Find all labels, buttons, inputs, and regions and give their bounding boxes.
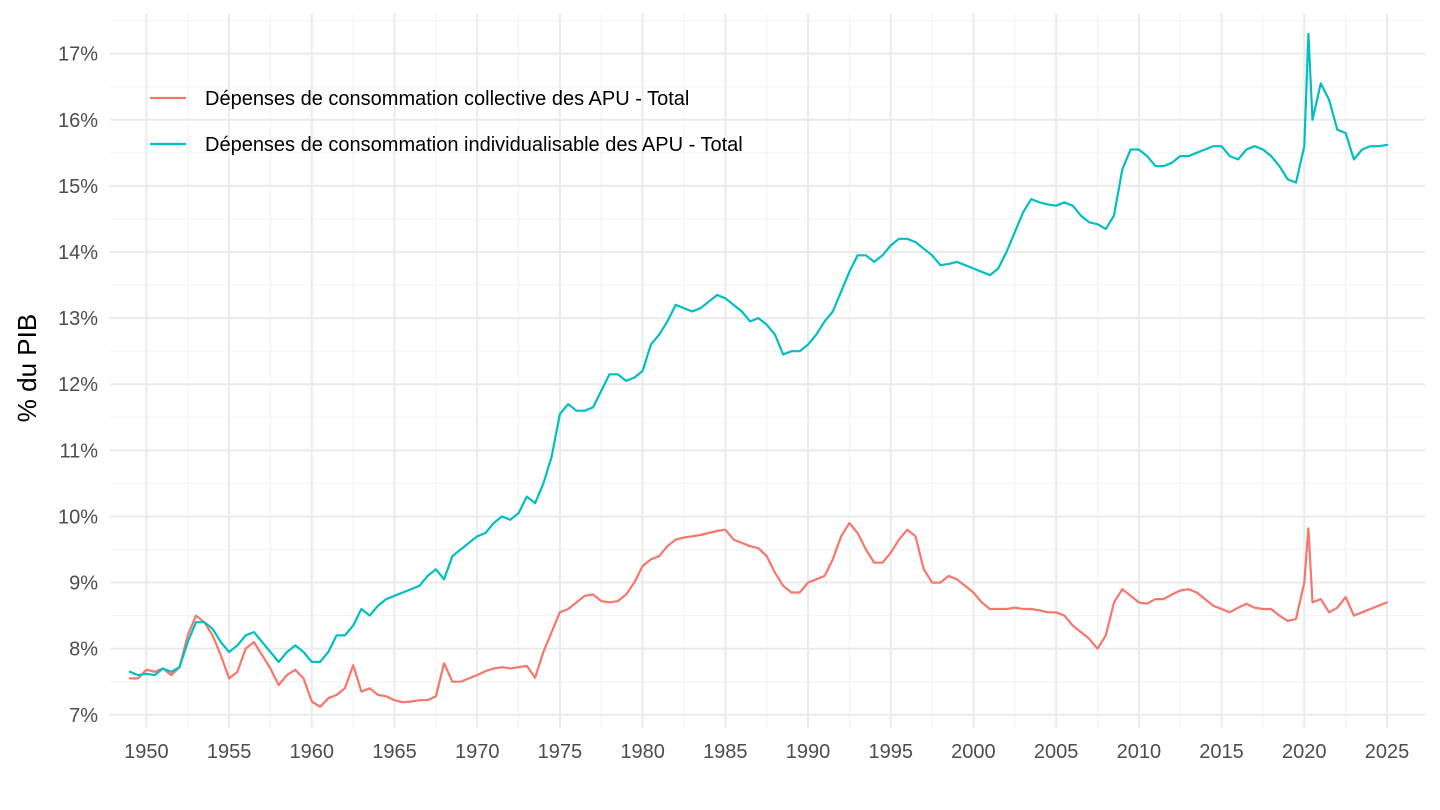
x-tick-label: 1970 <box>455 741 500 763</box>
x-tick-label: 1950 <box>124 741 169 763</box>
x-tick-label: 2000 <box>951 741 996 763</box>
y-tick-label: 15% <box>58 176 98 198</box>
y-tick-label: 7% <box>69 705 98 727</box>
series-line-1 <box>128 32 1389 677</box>
legend: Dépenses de consommation collective des … <box>150 88 743 156</box>
x-tick-label: 1975 <box>538 741 583 763</box>
x-tick-label: 2025 <box>1365 741 1410 763</box>
x-tick-label: 2015 <box>1199 741 1244 763</box>
x-tick-label: 1960 <box>290 741 335 763</box>
major-gridlines <box>110 14 1425 728</box>
y-axis-title: % du PIB <box>12 314 42 422</box>
y-tick-label: 13% <box>58 308 98 330</box>
series-layer <box>128 32 1389 708</box>
legend-item-collective: Dépenses de consommation collective des … <box>150 88 689 110</box>
x-tick-label: 1995 <box>868 741 913 763</box>
x-axis-tick-labels: 1950 1955 1960 1965 1970 1975 1980 1985 1990 1995… <box>124 741 1409 763</box>
x-tick-label: 2020 <box>1282 741 1327 763</box>
y-tick-label: 9% <box>69 573 98 595</box>
y-axis-tick-labels: 7% 8% 9% 10% 11% 12% 13% 14% 15% 16% 17% <box>58 44 98 727</box>
series-line-0 <box>128 521 1389 708</box>
y-tick-label: 11% <box>59 440 98 462</box>
y-tick-label: 12% <box>58 374 98 396</box>
y-tick-label: 17% <box>58 44 98 66</box>
legend-label-individualisable: Dépenses de consommation individualisabl… <box>205 134 743 156</box>
x-tick-label: 2010 <box>1117 741 1162 763</box>
x-tick-label: 1990 <box>786 741 831 763</box>
legend-item-individualisable: Dépenses de consommation individualisabl… <box>150 134 743 156</box>
x-tick-label: 1985 <box>703 741 748 763</box>
y-tick-label: 10% <box>58 506 98 528</box>
legend-label-collective: Dépenses de consommation collective des … <box>205 88 689 110</box>
y-tick-label: 8% <box>69 639 98 661</box>
x-tick-label: 1955 <box>207 741 252 763</box>
y-tick-label: 16% <box>58 110 98 132</box>
minor-gridlines <box>110 14 1425 728</box>
x-tick-label: 1965 <box>372 741 417 763</box>
x-tick-label: 1980 <box>620 741 665 763</box>
x-tick-label: 2005 <box>1034 741 1079 763</box>
y-tick-label: 14% <box>58 242 98 264</box>
